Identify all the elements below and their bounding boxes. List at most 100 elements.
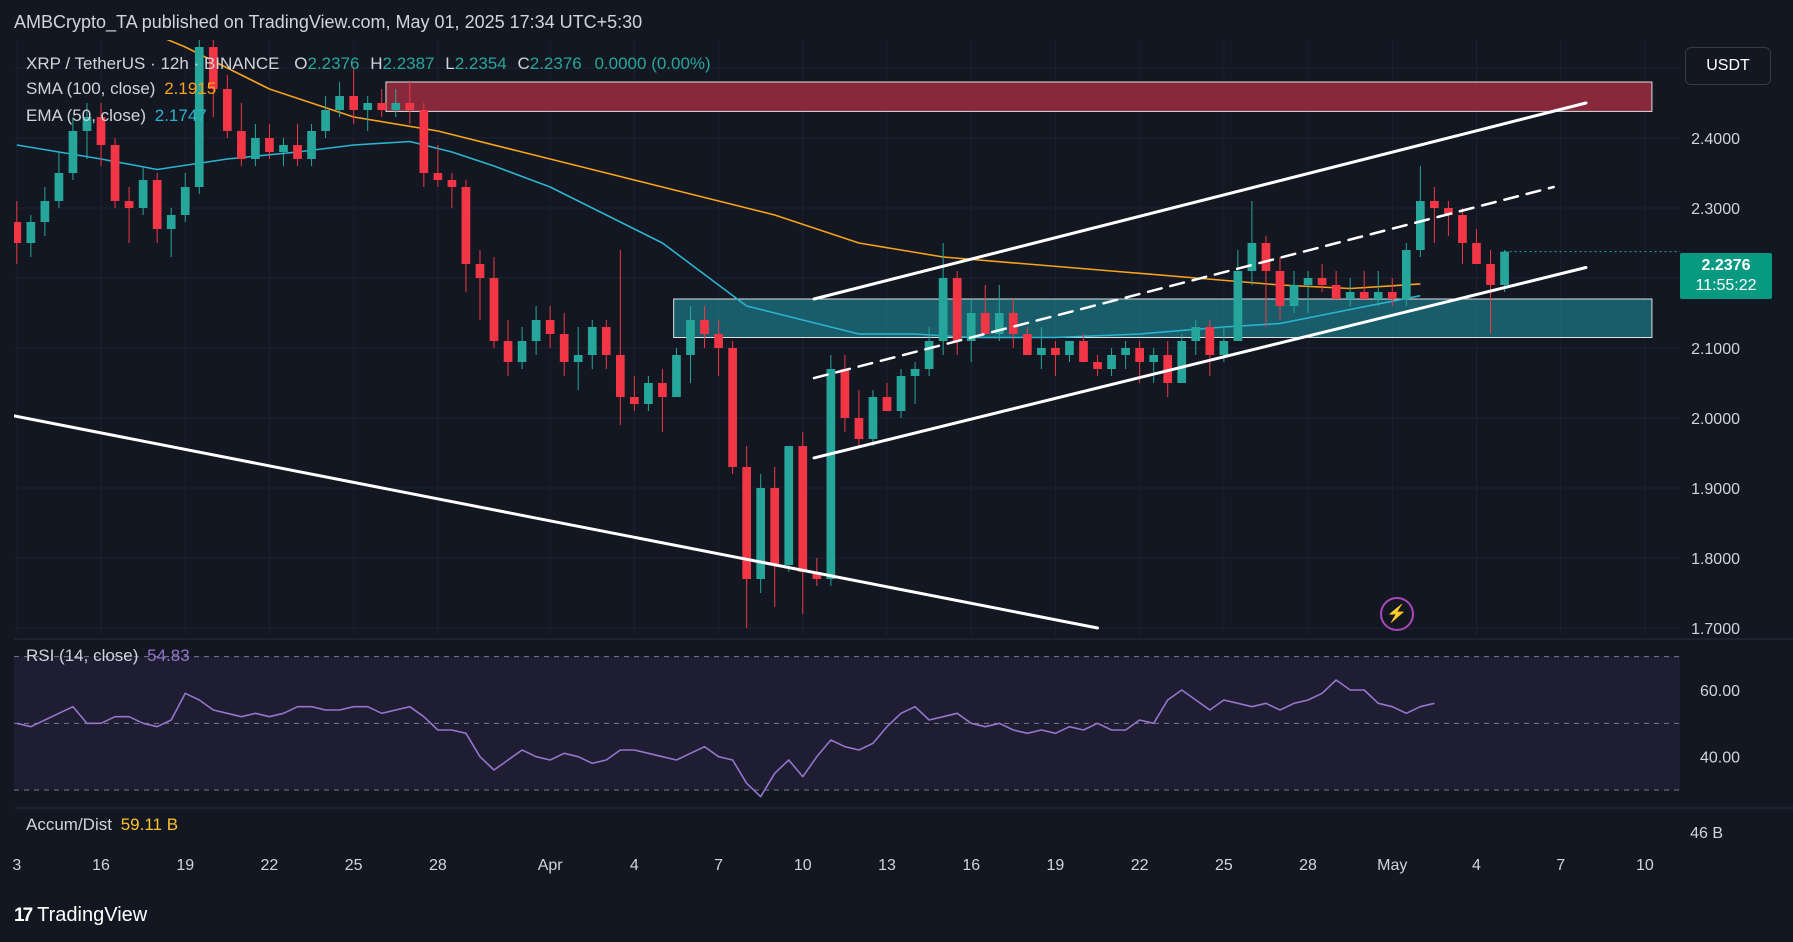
ad-tick-label: 46 B [1690,825,1723,842]
candle [222,75,232,138]
candle [1247,201,1257,285]
candle-body [1261,243,1271,271]
candle-body [882,397,892,411]
candle [335,82,344,117]
candle [1373,271,1383,306]
time-tick-label: 16 [92,857,110,874]
candle-body [1093,362,1102,369]
candle-body [1163,355,1173,383]
falling-trendline [14,414,1100,630]
open-value: 2.2376 [307,54,360,73]
candle [1401,243,1411,306]
candle-body [1149,355,1159,362]
candle [854,390,864,446]
candle-body [868,397,878,439]
candle [1191,320,1201,355]
candle [475,250,485,320]
candle [1387,278,1397,306]
candle-body [82,117,92,131]
candle [391,89,401,117]
rsi-legend[interactable]: RSI (14, close) 54.83 [26,646,190,666]
candle-body [363,103,373,110]
ad-label: Accum/Dist [26,815,112,834]
rsi-line [16,679,1435,798]
tv-logo-icon: 17 [14,904,33,926]
candle [756,474,766,593]
publisher-text: AMBCrypto_TA published on TradingView.co… [14,12,643,32]
high-key: H [370,54,383,73]
candle-body [1373,292,1383,299]
candle-body [1415,201,1425,250]
ad-value: 59.11 B [120,815,179,834]
main-pane [14,40,1653,630]
time-tick-label: 22 [261,857,279,874]
price-tick-label: 2.0000 [1691,411,1740,428]
close-value: 2.2376 [529,54,582,73]
candle-body [1430,201,1439,208]
candle [1261,236,1271,327]
candle [1233,250,1243,341]
candle [1500,250,1509,292]
ema-value: 2.1747 [154,106,207,125]
candle [826,355,836,586]
candle [279,138,288,166]
header-bar: AMBCrypto_TA published on TradingView.co… [0,0,1793,40]
candle-body [742,467,751,579]
candle [124,187,134,243]
candle [1079,334,1088,362]
candle [517,327,527,369]
candle-body [714,334,723,348]
candle-body [1051,348,1060,355]
candle [433,145,443,187]
candle-body [166,215,176,229]
candle [503,320,513,376]
time-tick-label: 10 [1636,857,1654,874]
time-tick-label: 7 [714,857,723,874]
channel-lower-line [812,266,1588,460]
candle-body [433,173,443,180]
price-tick-label: 1.7000 [1691,621,1740,638]
candle [1444,201,1453,236]
candle [194,40,204,194]
candle-body [587,327,597,355]
candle [461,180,471,292]
currency-button[interactable]: USDT [1685,47,1771,85]
sma-legend[interactable]: SMA (100, close) 2.1915 [26,79,216,99]
candle-body [1107,355,1116,369]
sma-line [166,40,1421,290]
price-tick-label: 1.8000 [1691,551,1740,568]
candle-body [1345,292,1355,299]
candle-body [475,264,485,278]
symbol-label[interactable]: XRP / TetherUS · 12h · BINANCE [26,54,280,73]
rsi-tick-label: 60.00 [1700,683,1740,700]
ad-legend[interactable]: Accum/Dist 59.11 B [26,815,178,835]
candle-body [630,397,639,404]
candle [601,320,611,369]
candle [784,446,794,572]
resistance-zone [385,81,1653,112]
candle [1135,341,1144,383]
tradingview-logo[interactable]: 17 TradingView [14,904,147,927]
symbol-legend: XRP / TetherUS · 12h · BINANCE O2.2376 H… [26,54,711,74]
candle-body [1486,264,1495,285]
price-tick-label: 1.9000 [1691,481,1740,498]
candle [1359,271,1369,299]
candle [587,320,597,369]
ema-legend[interactable]: EMA (50, close) 2.1747 [26,106,207,126]
candle-body [1331,285,1341,299]
close-key: C [517,54,530,73]
time-tick-label: 3 [12,857,21,874]
candle [293,124,302,166]
candle [1345,278,1355,306]
candle [980,285,990,334]
candle-body [1008,313,1018,334]
candle [349,68,359,124]
tv-logo-text: TradingView [37,904,148,926]
lightning-icon[interactable]: ⚡ [1380,597,1414,631]
change-value: 0.0000 (0.00%) [594,54,711,73]
candle [1472,229,1481,264]
candle [1458,208,1467,264]
candle-body [96,117,106,145]
candle-body [924,341,934,369]
